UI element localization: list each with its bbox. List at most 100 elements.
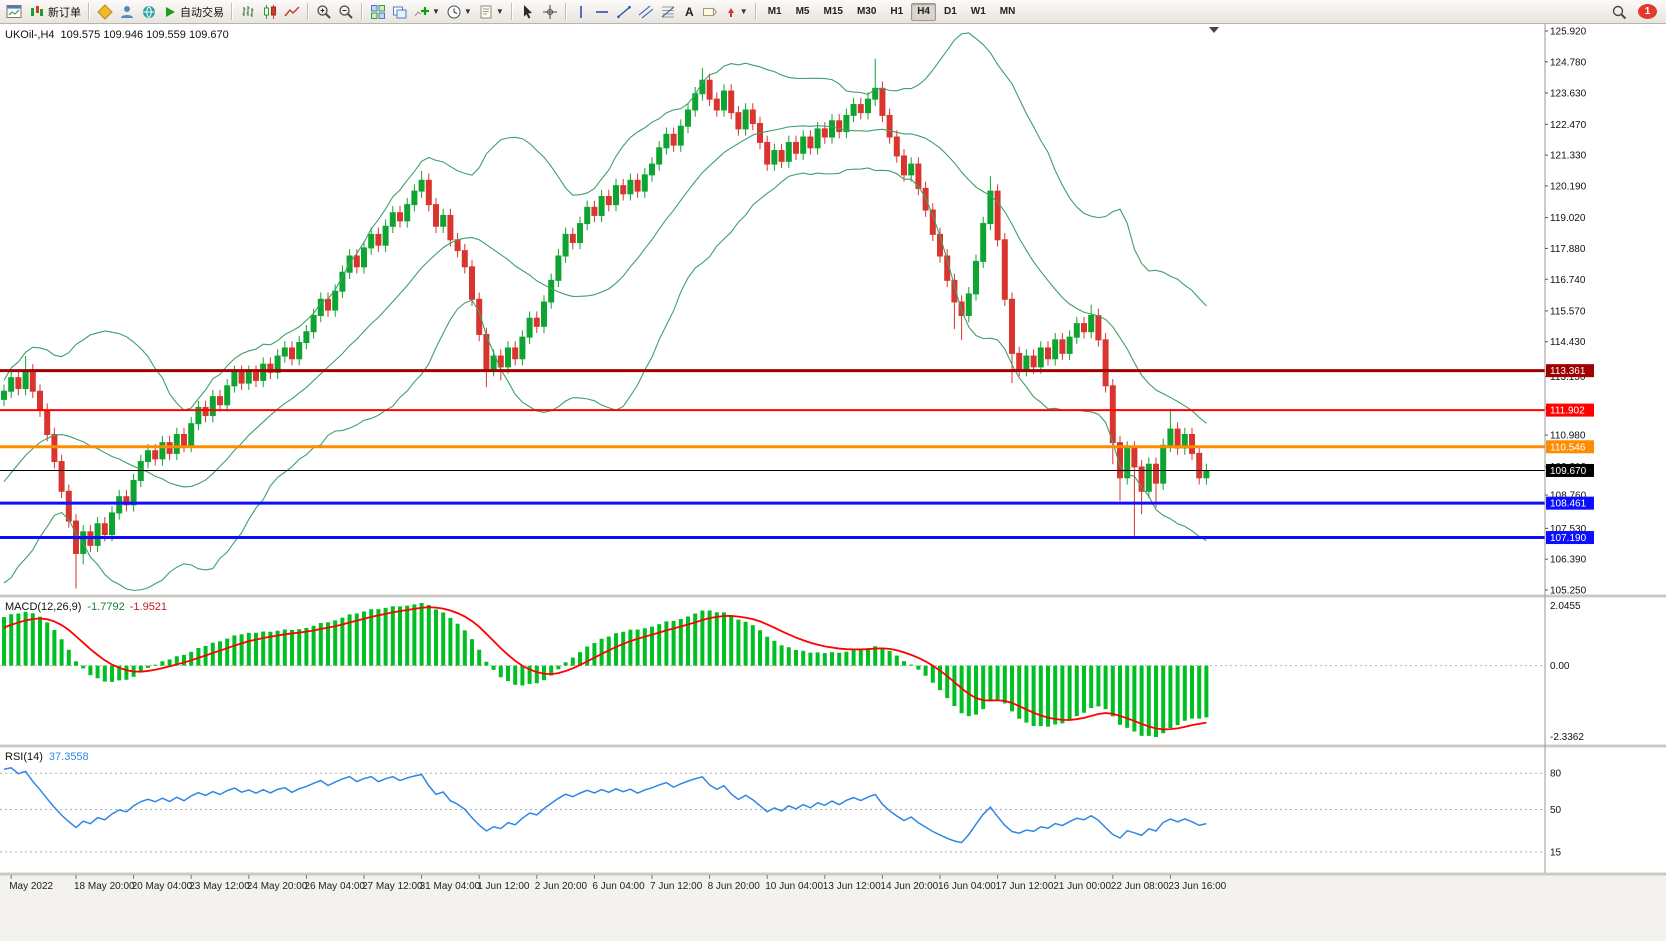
svg-text:26 May 04:00: 26 May 04:00 bbox=[304, 881, 365, 892]
chart-canvas[interactable]: 125.920 124.780 123.630 122.470 121.330 120.1… bbox=[0, 24, 1666, 941]
metaeditor-button[interactable] bbox=[94, 1, 116, 22]
macd-signal-line bbox=[3, 606, 1207, 731]
timeframe-M1[interactable]: M1 bbox=[767, 5, 782, 17]
indicators-button[interactable]: ▼ bbox=[411, 1, 443, 22]
svg-text:8 Jun 20:00: 8 Jun 20:00 bbox=[708, 881, 761, 892]
candle bbox=[1001, 233, 1008, 307]
zoom-in-button[interactable] bbox=[313, 1, 335, 22]
bar-chart-button[interactable] bbox=[237, 1, 259, 22]
notification-badge[interactable]: 1 bbox=[1638, 4, 1657, 19]
svg-text:111.902: 111.902 bbox=[1550, 406, 1585, 417]
dropdown-caret-icon: ▼ bbox=[495, 6, 504, 16]
cascade-windows-button[interactable] bbox=[389, 1, 411, 22]
candle bbox=[627, 173, 634, 201]
candle bbox=[296, 335, 303, 366]
timeframe-MN[interactable]: MN bbox=[999, 5, 1016, 17]
line-chart-button[interactable] bbox=[281, 1, 303, 22]
chart-shift-marker[interactable] bbox=[1209, 27, 1219, 33]
candle bbox=[670, 127, 677, 152]
autotrading-button[interactable]: 自动交易 bbox=[160, 1, 227, 22]
candle bbox=[1196, 446, 1203, 485]
candle bbox=[728, 84, 735, 120]
candle bbox=[800, 130, 807, 160]
candle bbox=[1088, 304, 1095, 339]
candle bbox=[1066, 330, 1073, 361]
candle bbox=[886, 108, 893, 144]
timeframe-D1[interactable]: D1 bbox=[944, 5, 957, 17]
candle bbox=[476, 292, 483, 342]
cursor-button[interactable] bbox=[517, 1, 539, 22]
price-badge-109.670: 109.670 bbox=[1546, 463, 1594, 477]
candle bbox=[58, 454, 65, 499]
templates-button[interactable]: ▼ bbox=[475, 1, 507, 22]
candle bbox=[404, 197, 411, 228]
periods-button[interactable]: ▼ bbox=[443, 1, 475, 22]
timeframe-M5[interactable]: M5 bbox=[795, 5, 810, 17]
svg-text:115.570: 115.570 bbox=[1550, 306, 1586, 317]
macd-label: MACD(12,26,9) -1.7792 -1.9521 bbox=[5, 601, 167, 613]
candle bbox=[620, 178, 627, 201]
tile-windows-button[interactable] bbox=[367, 1, 389, 22]
community-button[interactable] bbox=[138, 1, 160, 22]
search-button[interactable] bbox=[1608, 1, 1630, 22]
toolbar-separator bbox=[231, 3, 233, 20]
fibonacci-button[interactable] bbox=[657, 1, 679, 22]
candle bbox=[281, 341, 288, 363]
candle bbox=[555, 249, 562, 288]
line-chart-icon bbox=[284, 6, 300, 16]
text-label-button[interactable] bbox=[699, 1, 721, 22]
tile-windows-icon bbox=[371, 4, 385, 19]
candle bbox=[850, 97, 857, 123]
zoom-out-button[interactable] bbox=[335, 1, 357, 22]
candle bbox=[915, 157, 922, 196]
candlestick-chart-button[interactable] bbox=[259, 1, 281, 22]
new-chart-button[interactable] bbox=[3, 1, 26, 22]
candle bbox=[901, 149, 907, 182]
toolbar-right-group: 1 bbox=[1608, 1, 1663, 22]
candlestick-chart-icon bbox=[264, 4, 276, 19]
candle bbox=[634, 173, 641, 198]
candle bbox=[785, 135, 792, 169]
panel-separator[interactable] bbox=[0, 744, 1666, 748]
svg-text:27 May 12:00: 27 May 12:00 bbox=[362, 881, 423, 892]
channel-button[interactable] bbox=[635, 1, 657, 22]
candle bbox=[65, 484, 72, 528]
arrows-button[interactable]: ▼ bbox=[721, 1, 751, 22]
panel-separator[interactable] bbox=[0, 872, 1666, 876]
svg-text:6 Jun 04:00: 6 Jun 04:00 bbox=[592, 881, 645, 892]
candle bbox=[512, 341, 519, 366]
text-button[interactable]: A bbox=[679, 1, 699, 22]
chart-workspace: 125.920 124.780 123.630 122.470 121.330 120.1… bbox=[0, 24, 1666, 941]
timeframe-H1[interactable]: H1 bbox=[890, 5, 904, 17]
new-order-button[interactable]: 新订单 bbox=[26, 1, 84, 22]
profiles-button[interactable] bbox=[116, 1, 138, 22]
candle bbox=[217, 389, 223, 412]
crosshair-button[interactable] bbox=[539, 1, 561, 22]
candle bbox=[721, 84, 727, 117]
toolbar-separator bbox=[307, 3, 309, 20]
svg-text:106.390: 106.390 bbox=[1550, 555, 1587, 566]
timeframe-W1[interactable]: W1 bbox=[970, 5, 986, 17]
svg-text:2.0455: 2.0455 bbox=[1550, 601, 1581, 612]
candle bbox=[591, 200, 598, 223]
bar-chart-icon bbox=[242, 5, 254, 17]
trendline-button[interactable] bbox=[613, 1, 635, 22]
candle bbox=[274, 349, 281, 380]
candle bbox=[497, 349, 504, 381]
svg-text:7 Jun 12:00: 7 Jun 12:00 bbox=[650, 881, 703, 892]
vertical-line-button[interactable] bbox=[571, 1, 591, 22]
horizontal-line-button[interactable] bbox=[591, 1, 613, 22]
timeframe-M30[interactable]: M30 bbox=[856, 5, 877, 17]
timeframe-M15[interactable]: M15 bbox=[823, 5, 843, 17]
candle bbox=[195, 400, 202, 431]
svg-text:124.780: 124.780 bbox=[1550, 57, 1587, 68]
price-axis[interactable]: 125.920 124.780 123.630 122.470 121.330 120.1… bbox=[1545, 27, 1594, 859]
candle bbox=[533, 311, 540, 334]
macd-signal-value: -1.9521 bbox=[129, 601, 168, 613]
svg-text:110.546: 110.546 bbox=[1550, 442, 1586, 453]
panel-separator[interactable] bbox=[0, 594, 1666, 598]
candle bbox=[260, 357, 267, 388]
timeframe-H4[interactable]: H4 bbox=[911, 2, 936, 21]
autotrading-label: 自动交易 bbox=[180, 6, 224, 19]
